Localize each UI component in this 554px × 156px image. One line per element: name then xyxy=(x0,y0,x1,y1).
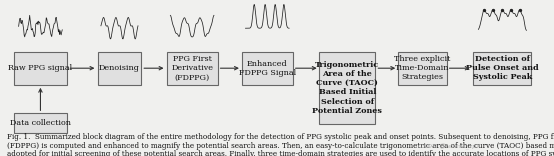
Bar xyxy=(398,51,447,85)
Bar xyxy=(14,113,67,133)
Text: Trigonometric
Area of the
Curve (TAOC)
Based Initial
Selection of
Potential Zone: Trigonometric Area of the Curve (TAOC) B… xyxy=(312,61,382,115)
Text: Data collection: Data collection xyxy=(10,119,71,127)
Bar xyxy=(14,51,67,85)
Text: Enhanced
FDPPG Signal: Enhanced FDPPG Signal xyxy=(239,60,296,77)
Text: Three explicit
Time-Domain
Strategies: Three explicit Time-Domain Strategies xyxy=(394,55,450,81)
Text: Fig. 1.  Summarized block diagram of the entire methodology for the detection of: Fig. 1. Summarized block diagram of the … xyxy=(7,133,554,141)
Text: CSDN @teresa_zp: CSDN @teresa_zp xyxy=(418,144,476,150)
Text: Detection of
Pulse Onset and
Systolic Peak: Detection of Pulse Onset and Systolic Pe… xyxy=(466,55,538,81)
Text: adopted for initial screening of these potential search areas. Finally, three ti: adopted for initial screening of these p… xyxy=(7,150,554,156)
Bar xyxy=(473,51,531,85)
Bar xyxy=(167,51,218,85)
Bar xyxy=(242,51,293,85)
Text: (FDPPG) is computed and enhanced to magnify the potential search areas. Then, an: (FDPPG) is computed and enhanced to magn… xyxy=(7,141,554,149)
Bar xyxy=(320,51,375,124)
Text: PPG First
Derivative
(FDPPG): PPG First Derivative (FDPPG) xyxy=(171,55,213,81)
Text: Denoising: Denoising xyxy=(99,64,140,72)
Bar xyxy=(98,51,141,85)
Text: Raw PPG signal: Raw PPG signal xyxy=(8,64,73,72)
